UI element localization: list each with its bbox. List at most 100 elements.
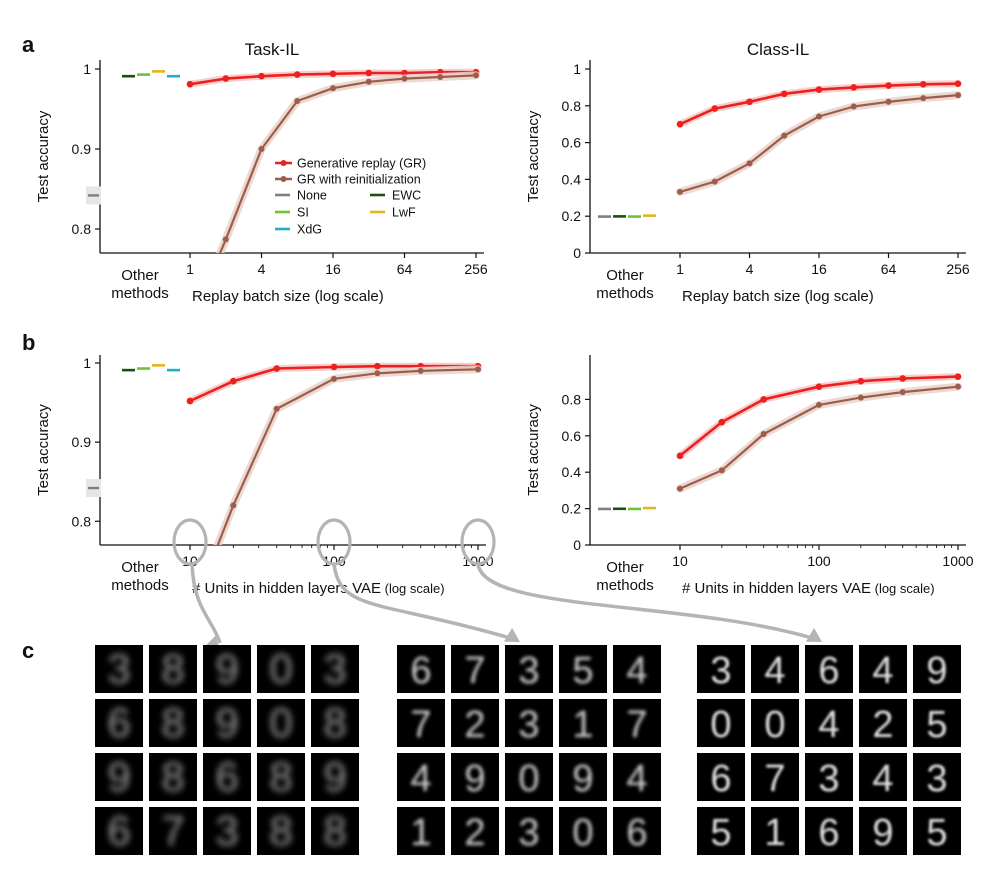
data-point-gr	[857, 377, 865, 385]
callout-arrow	[190, 563, 222, 644]
x-tick-label: 16	[811, 261, 827, 277]
sample-image	[451, 753, 499, 801]
sample-grid-100: 6 7 3 5 47 2 3 1 74 9 0 9 41 2 3 0 6	[397, 645, 661, 855]
data-point-gr_reinit	[331, 375, 337, 382]
data-point-gr_reinit	[365, 78, 372, 85]
sample-digit: 2	[872, 704, 893, 746]
sample-image	[505, 807, 553, 855]
sample-image	[397, 699, 445, 747]
legend-label-xdg: XdG	[297, 223, 322, 237]
data-point-gr	[815, 383, 823, 390]
sample-digit: 3	[518, 650, 539, 692]
data-point-gr_reinit	[187, 613, 193, 619]
y-tick-label: 0.8	[562, 391, 582, 407]
sample-digit: 3	[518, 704, 539, 746]
data-point-gr_reinit	[473, 72, 479, 79]
sample-image	[95, 807, 143, 855]
sample-image	[697, 645, 745, 693]
chart-title: Class-IL	[747, 40, 809, 59]
data-point-gr	[230, 377, 237, 385]
x-tick-label: 256	[946, 261, 970, 277]
other-methods-label: Other	[606, 559, 644, 576]
plot-area	[676, 373, 962, 493]
sample-digit: 3	[926, 758, 947, 800]
data-point-gr_reinit	[781, 132, 788, 139]
sample-image	[397, 807, 445, 855]
y-tick-label: 0.9	[72, 141, 92, 157]
callout-arrowhead	[503, 627, 520, 642]
sample-digit: 5	[926, 704, 947, 746]
callout-arrow	[476, 563, 813, 640]
sample-digit: 6	[818, 812, 839, 854]
data-point-gr_reinit	[760, 430, 767, 437]
data-point-gr	[374, 362, 381, 370]
other-methods-label: methods	[596, 577, 654, 594]
sample-image	[913, 807, 961, 855]
sample-digit: 8	[269, 753, 292, 800]
data-point-gr	[919, 80, 927, 88]
x-axis-label: # Units in hidden layers VAE (log scale)	[682, 580, 935, 597]
data-point-gr	[954, 373, 962, 380]
data-point-gr_reinit	[816, 113, 822, 120]
sample-image	[257, 753, 305, 801]
y-tick-label: 0.9	[72, 434, 92, 450]
legend-marker-gr_reinit	[280, 176, 287, 182]
sample-image	[751, 807, 799, 855]
sample-digit: 0	[764, 704, 785, 746]
data-point-gr_reinit	[187, 322, 193, 328]
y-tick-label: 0.6	[562, 428, 582, 444]
data-point-gr_reinit	[920, 95, 927, 102]
sample-image	[859, 645, 907, 693]
sample-digit: 9	[926, 650, 947, 692]
data-point-gr_reinit	[746, 160, 753, 167]
sample-digit: 8	[161, 699, 184, 746]
data-point-gr	[222, 75, 230, 82]
x-tick-label: 256	[464, 261, 488, 277]
sample-digit: 4	[410, 758, 431, 800]
x-axis-label: # Units in hidden layers VAE (log scale)	[192, 580, 445, 597]
data-point-gr	[954, 80, 962, 88]
sample-digit: 1	[764, 812, 785, 854]
callout-arrow	[332, 563, 511, 640]
sample-image	[613, 645, 661, 693]
data-point-gr_reinit	[417, 367, 424, 374]
sample-image	[505, 645, 553, 693]
panel-label-a: a	[22, 32, 35, 57]
callout-annotations	[172, 518, 822, 651]
sample-image	[751, 645, 799, 693]
x-tick-label: 64	[397, 261, 413, 277]
sample-digit: 8	[161, 645, 184, 692]
vae-sample-grids: 3 8 9 0 36 8 9 0 89 8 6 8 96 7 3 8 86 7 3 5 47 2 3 1 74 9 0 9 41 2 3 0 6…	[95, 645, 961, 855]
sample-digit: 6	[710, 758, 731, 800]
data-point-gr_reinit	[258, 146, 265, 152]
sample-digit: 6	[107, 699, 130, 746]
plot-area	[186, 362, 482, 619]
x-axis-label: Replay batch size (log scale)	[682, 288, 874, 305]
sample-digit: 5	[710, 812, 731, 854]
data-point-gr_reinit	[857, 394, 864, 401]
data-point-gr_reinit	[475, 366, 481, 373]
y-axis-label: Test accuracy	[525, 110, 542, 202]
data-point-gr	[850, 84, 858, 91]
data-point-gr	[258, 72, 265, 80]
data-point-gr_reinit	[677, 188, 683, 195]
data-point-gr_reinit	[816, 401, 822, 408]
sample-digit: 4	[764, 650, 785, 692]
y-tick-label: 0	[573, 537, 581, 553]
sample-digit: 6	[215, 753, 238, 800]
sample-image	[559, 645, 607, 693]
sample-digit: 8	[323, 699, 346, 746]
sample-digit: 1	[410, 812, 431, 854]
sample-image	[751, 753, 799, 801]
other-methods-label: Other	[121, 267, 159, 284]
data-point-gr	[293, 71, 301, 78]
sample-image	[505, 753, 553, 801]
sample-image	[913, 645, 961, 693]
sample-digit: 3	[518, 812, 539, 854]
sample-image	[95, 645, 143, 693]
sample-digit: 6	[410, 650, 431, 692]
chart-title: Task-IL	[245, 40, 300, 59]
y-tick-label: 0.2	[562, 208, 582, 224]
sample-digit: 0	[518, 758, 539, 800]
sample-digit: 7	[161, 807, 184, 854]
